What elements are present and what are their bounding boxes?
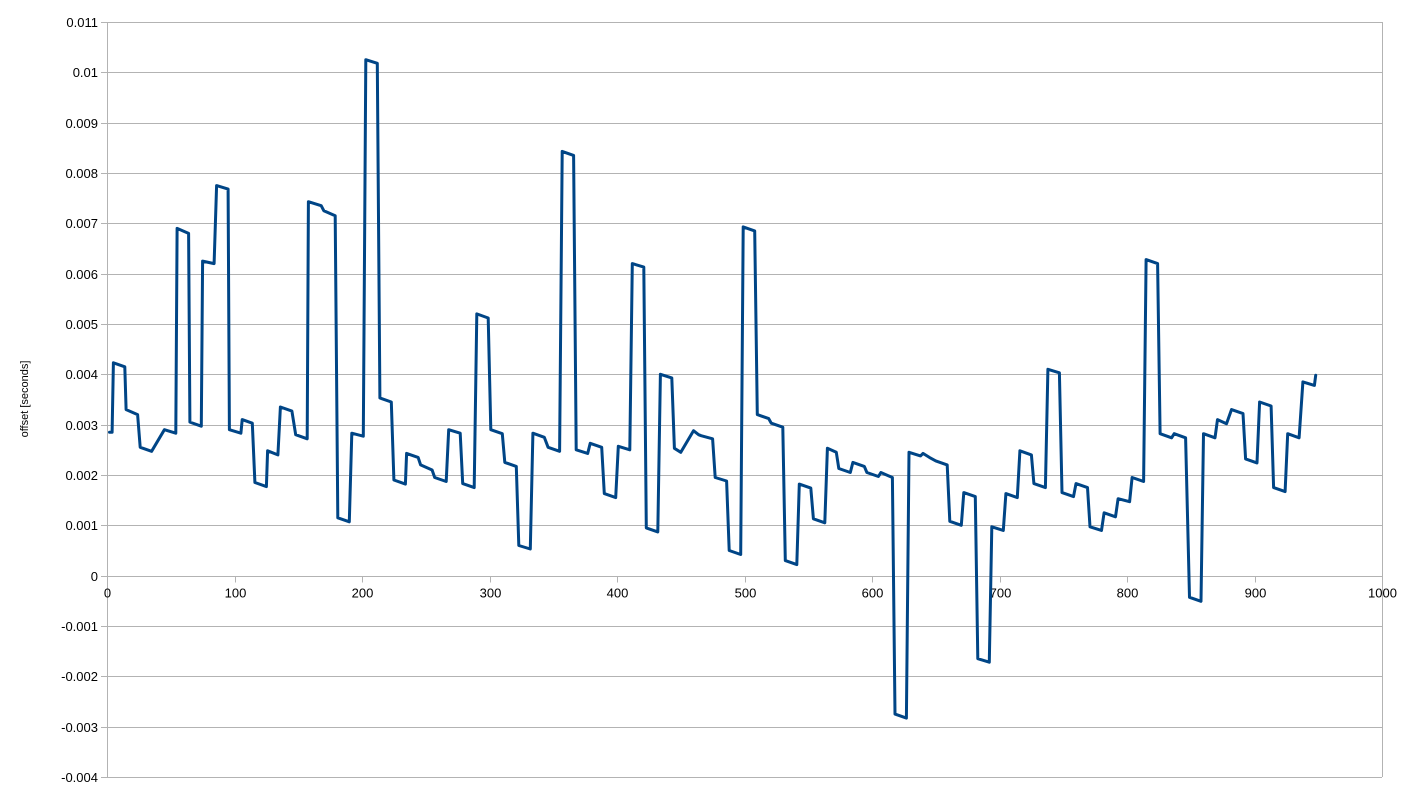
y-tick-label: -0.004 bbox=[61, 770, 98, 785]
x-tick-label: 900 bbox=[1245, 586, 1267, 601]
x-tick-label: 300 bbox=[480, 586, 502, 601]
y-tick-label: 0.003 bbox=[65, 418, 98, 433]
y-tick-label: -0.002 bbox=[61, 669, 98, 684]
x-tick-label: 100 bbox=[225, 586, 247, 601]
y-tick-label: 0.008 bbox=[65, 166, 98, 181]
x-tick-label: 600 bbox=[862, 586, 884, 601]
axes bbox=[101, 22, 1383, 778]
series-line bbox=[108, 58, 1318, 720]
y-tick-label: 0.011 bbox=[66, 15, 98, 30]
gridlines bbox=[107, 22, 1382, 778]
x-tick-label: 800 bbox=[1117, 586, 1139, 601]
x-tick-label: 1000 bbox=[1368, 586, 1397, 601]
x-tick-label: 200 bbox=[352, 586, 374, 601]
x-tick-label: 700 bbox=[990, 586, 1012, 601]
y-tick-label: -0.001 bbox=[61, 619, 98, 634]
y-tick-label: 0.006 bbox=[65, 267, 98, 282]
y-tick-labels: 0.011 0.01 0.009 0.008 0.007 0.006 0.005 0.004 0… bbox=[61, 15, 98, 785]
x-tick-label: 0 bbox=[104, 586, 111, 601]
y-axis-title: offset [seconds] bbox=[19, 361, 31, 438]
y-tick-label: 0.009 bbox=[65, 116, 98, 131]
x-tick-label: 400 bbox=[607, 586, 629, 601]
y-tick-label: 0.01 bbox=[73, 65, 98, 80]
y-tick-label: 0.002 bbox=[65, 468, 98, 483]
x-tick-labels: 0 100 200 300 400 500 600 700 800 900 1000 bbox=[104, 586, 1397, 601]
y-tick-label: -0.003 bbox=[61, 720, 98, 735]
y-tick-label: 0.004 bbox=[65, 367, 98, 382]
y-tick-label: 0 bbox=[91, 569, 98, 584]
y-tick-label: 0.005 bbox=[65, 317, 98, 332]
y-tick-label: 0.007 bbox=[65, 216, 98, 231]
x-tick-label: 500 bbox=[735, 586, 757, 601]
y-tick-label: 0.001 bbox=[65, 518, 98, 533]
series-layer bbox=[108, 58, 1318, 720]
